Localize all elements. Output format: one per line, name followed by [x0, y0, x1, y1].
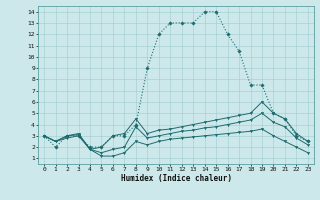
X-axis label: Humidex (Indice chaleur): Humidex (Indice chaleur) [121, 174, 231, 183]
